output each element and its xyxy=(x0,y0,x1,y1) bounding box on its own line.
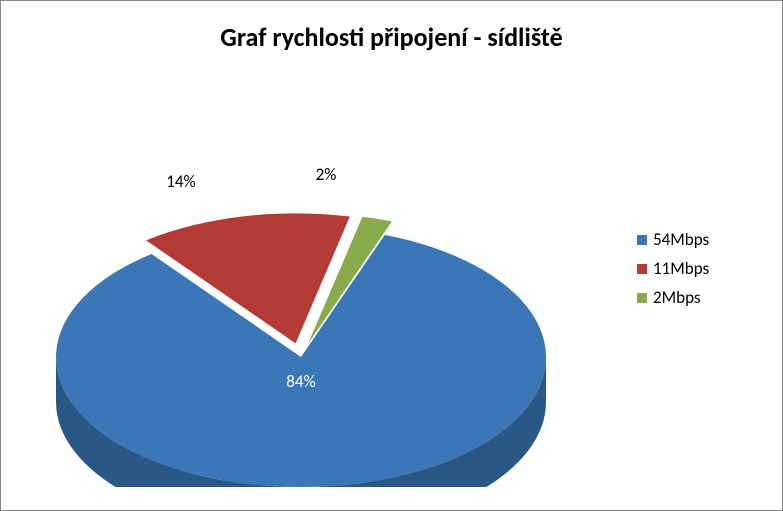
chart-title: Graf rychlosti připojení - sídliště xyxy=(1,1,782,53)
pie-slice-label: 2% xyxy=(316,164,337,185)
legend-label: 11Mbps xyxy=(653,258,709,279)
legend-item: 11Mbps xyxy=(637,258,709,279)
legend-swatch xyxy=(637,235,647,245)
legend-item: 2Mbps xyxy=(637,287,709,308)
legend-swatch xyxy=(637,293,647,303)
pie-svg: 84% 14% 2% xyxy=(1,57,621,487)
legend-item: 54Mbps xyxy=(637,229,709,250)
pie-slice-label: 84% xyxy=(286,371,315,392)
pie-area: 84% 14% 2% xyxy=(1,57,621,487)
legend-swatch xyxy=(637,264,647,274)
legend: 54Mbps 11Mbps 2Mbps xyxy=(637,229,709,316)
chart-container: Graf rychlosti připojení - sídliště 84% 1… xyxy=(0,0,783,511)
pie-slice-label: 14% xyxy=(166,171,195,192)
legend-label: 54Mbps xyxy=(653,229,709,250)
legend-label: 2Mbps xyxy=(653,287,701,308)
